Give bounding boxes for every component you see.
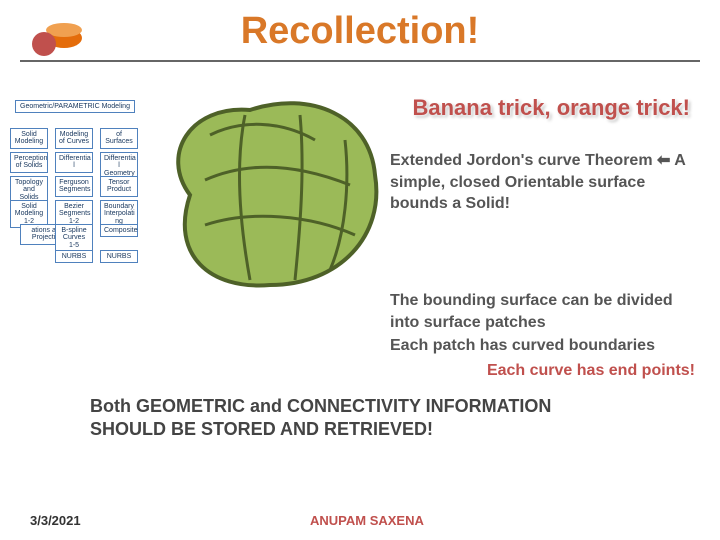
tree-cell: Ferguson Segments — [55, 176, 93, 197]
tree-cell: of Surfaces — [100, 128, 138, 149]
divider — [20, 60, 700, 62]
page-title: Recollection! — [0, 10, 720, 53]
footer-author: ANUPAM SAXENA — [310, 513, 424, 528]
bottom-statement: Both GEOMETRIC and CONNECTIVITY INFORMAT… — [90, 395, 551, 442]
tree-cell: Perception of Solids — [10, 152, 48, 173]
tree-cell: Solid Modeling — [10, 128, 48, 149]
tree-cell: Tensor Product — [100, 176, 138, 197]
text-jordan: Extended Jordon's curve Theorem ⬅ A simp… — [390, 150, 700, 215]
footer-date: 3/3/2021 — [30, 513, 81, 528]
text-patches: The bounding surface can be divided into… — [390, 290, 700, 333]
tree-cell: NURBS — [100, 250, 138, 263]
tree-cell: NURBS — [55, 250, 93, 263]
tree-cell: B-spline Curves 1-5 — [55, 224, 93, 252]
text-boundaries: Each patch has curved boundaries — [390, 335, 700, 357]
tree-cell: Modeling of Curves — [55, 128, 93, 149]
text-endpoints: Each curve has end points! — [385, 360, 695, 382]
tree-cell: Composite — [100, 224, 138, 237]
tree-root: Geometric/PARAMETRIC Modeling — [15, 100, 135, 113]
tree-cell: Differentia l — [55, 152, 93, 173]
subtitle: Banana trick, orange trick! — [412, 95, 690, 121]
surface-blob — [150, 85, 390, 295]
